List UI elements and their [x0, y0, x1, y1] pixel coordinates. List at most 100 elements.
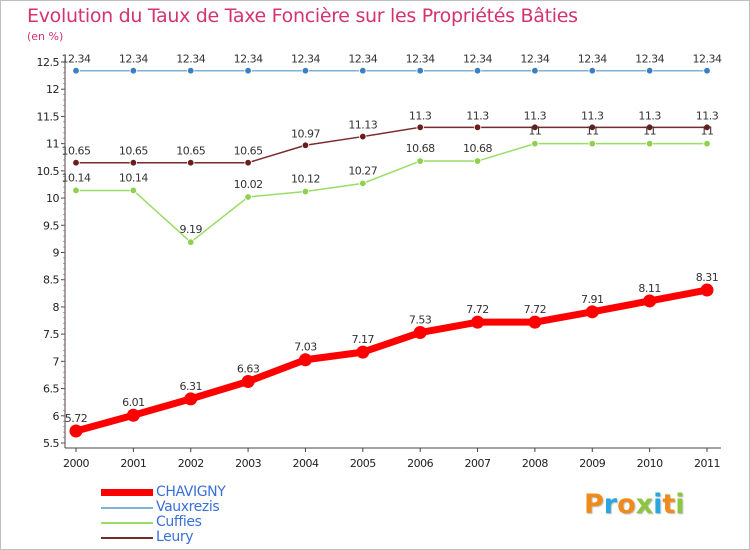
data-point-chavigny: [241, 374, 255, 388]
y-tick-label: 11.5: [37, 110, 60, 123]
data-point-chavigny: [356, 345, 370, 359]
data-label-leury: 11.3: [409, 109, 432, 122]
legend-label-chavigny: CHAVIGNY: [156, 484, 226, 500]
data-point-leury: [301, 141, 310, 149]
data-point-chavigny: [184, 392, 198, 406]
y-tick-label: 10: [46, 192, 59, 205]
data-label-chavigny: 7.53: [409, 314, 432, 327]
data-label-cuffies: 10.14: [119, 171, 148, 184]
data-label-chavigny: 7.17: [352, 333, 375, 346]
data-point-cuffies: [129, 186, 138, 195]
x-tick-label: 2006: [407, 457, 433, 470]
data-label-vauxrezis: 12.34: [406, 53, 435, 66]
data-label-cuffies: 10.27: [348, 164, 377, 177]
data-label-leury: 11.3: [466, 109, 489, 122]
legend-item-leury[interactable]: Leury: [101, 529, 321, 545]
data-point-cuffies: [531, 139, 539, 148]
data-label-chavigny: 8.31: [696, 271, 719, 284]
data-label-leury: 11.3: [638, 109, 661, 122]
data-label-chavigny: 7.72: [466, 303, 489, 316]
data-point-leury: [645, 123, 654, 132]
legend-item-vauxrezis[interactable]: Vauxrezis: [101, 499, 321, 515]
data-point-cuffies: [588, 139, 596, 148]
legend: CHAVIGNY Vauxrezis Cuffies Leury: [101, 484, 321, 545]
data-point-vauxrezis: [588, 67, 596, 75]
data-label-leury: 10.65: [234, 145, 263, 158]
data-label-cuffies: 9.19: [179, 223, 202, 236]
y-tick-label: 5.5: [43, 437, 59, 450]
y-tick-label: 9.5: [43, 219, 59, 232]
logo-letter: x: [635, 489, 654, 520]
y-tick-label: 8.5: [43, 274, 59, 287]
legend-swatch-leury: [101, 537, 153, 539]
data-point-chavigny: [585, 305, 599, 319]
legend-label-leury: Leury: [156, 529, 194, 545]
x-tick-label: 2005: [350, 457, 376, 470]
data-label-chavigny: 5.72: [65, 412, 88, 425]
data-point-cuffies: [301, 187, 310, 196]
x-tick-label: 2010: [637, 457, 663, 470]
data-label-leury: 11.3: [524, 109, 547, 122]
legend-label-vauxrezis: Vauxrezis: [156, 499, 220, 515]
data-label-cuffies: 11: [701, 125, 714, 138]
legend-item-cuffies[interactable]: Cuffies: [101, 514, 321, 530]
data-label-cuffies: 10.02: [234, 178, 263, 191]
y-tick-label: 12: [46, 83, 59, 96]
data-label-vauxrezis: 12.34: [635, 53, 664, 66]
data-label-chavigny: 7.72: [524, 303, 547, 316]
data-point-cuffies: [244, 193, 252, 201]
data-point-vauxrezis: [301, 67, 310, 75]
x-tick-label: 2004: [292, 457, 318, 470]
y-axis-unit: (en %): [27, 30, 64, 43]
data-point-leury: [531, 123, 539, 132]
y-tick-label: 9: [53, 247, 60, 260]
data-label-cuffies: 11: [528, 125, 541, 138]
x-tick-label: 2008: [522, 457, 548, 470]
data-point-leury: [416, 123, 424, 132]
data-label-vauxrezis: 12.34: [119, 53, 148, 66]
data-point-leury: [473, 123, 482, 132]
data-point-vauxrezis: [473, 67, 482, 75]
y-tick-label: 10.5: [37, 165, 60, 178]
y-tick-label: 6: [53, 410, 60, 423]
data-point-leury: [703, 123, 711, 132]
data-point-vauxrezis: [187, 67, 195, 75]
y-tick-label: 11: [46, 138, 59, 151]
x-tick-label: 2002: [178, 457, 204, 470]
data-label-leury: 10.97: [291, 127, 320, 140]
data-label-vauxrezis: 12.34: [176, 53, 205, 66]
series-line-leury: [75, 126, 708, 164]
data-label-chavigny: 7.03: [294, 341, 317, 354]
data-label-cuffies: 10.68: [406, 142, 435, 155]
data-point-chavigny: [528, 315, 542, 329]
series-line-chavigny: [72, 286, 711, 435]
data-point-cuffies: [359, 179, 367, 188]
data-point-leury: [129, 158, 138, 167]
data-point-leury: [244, 158, 252, 167]
chart-title: Evolution du Taux de Taxe Foncière sur l…: [27, 5, 578, 27]
x-tick-label: 2009: [579, 457, 605, 470]
data-label-leury: 11.13: [348, 119, 377, 132]
data-label-leury: 10.65: [62, 145, 91, 158]
data-label-vauxrezis: 12.34: [520, 53, 549, 66]
legend-item-chavigny[interactable]: CHAVIGNY: [101, 484, 321, 500]
data-point-vauxrezis: [703, 67, 711, 75]
data-point-vauxrezis: [72, 67, 80, 75]
series-line-cuffies: [75, 142, 708, 243]
data-point-cuffies: [72, 186, 80, 195]
data-label-leury: 11.3: [696, 109, 719, 122]
data-label-cuffies: 10.12: [291, 173, 320, 186]
data-point-chavigny: [126, 408, 140, 422]
data-point-cuffies: [703, 139, 711, 148]
proxiti-logo[interactable]: Proxiti: [584, 489, 685, 520]
data-label-vauxrezis: 12.34: [578, 53, 607, 66]
data-point-vauxrezis: [359, 67, 367, 75]
data-point-chavigny: [69, 424, 83, 438]
data-point-cuffies: [473, 157, 482, 165]
data-point-leury: [72, 158, 80, 167]
y-tick-label: 7.5: [43, 328, 59, 341]
logo-letter: i: [675, 489, 685, 520]
data-point-leury: [187, 158, 195, 167]
logo-letter: t: [662, 489, 676, 520]
